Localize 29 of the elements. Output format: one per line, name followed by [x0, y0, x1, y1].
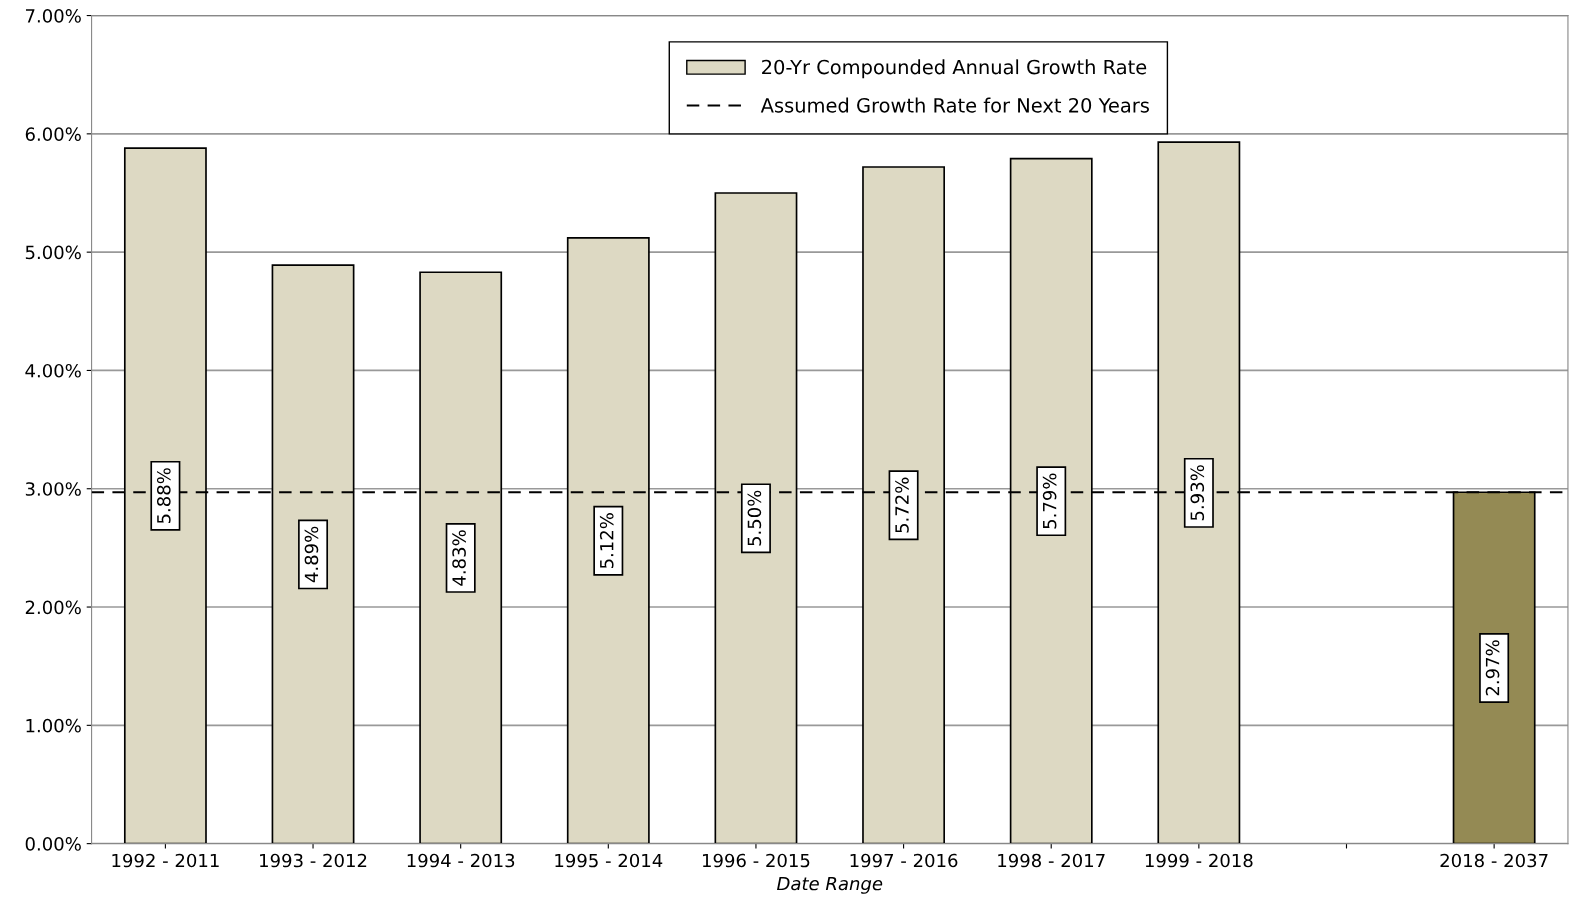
data-label: 2.97% [1485, 640, 1500, 696]
data-label: 5.79% [1042, 473, 1057, 529]
x-tick-label: 1995 - 2014 [555, 853, 663, 868]
y-tick-label: 5.00% [25, 245, 81, 260]
data-label: 5.88% [156, 468, 171, 524]
y-tick-label: 1.00% [26, 718, 81, 733]
y-tick-label: 3.00% [25, 482, 81, 496]
x-tick-label: 1993 - 2012 [260, 853, 367, 868]
data-label: 5.50% [747, 490, 762, 546]
y-tick-label: 4.00% [25, 363, 81, 378]
data-label: 4.83% [452, 530, 466, 586]
x-tick-label: 2018 - 2037 [1440, 853, 1548, 868]
data-label: 5.12% [599, 513, 614, 569]
x-tick-label: 1999 - 2018 [1145, 853, 1253, 868]
x-tick-label: 1996 - 2015 [702, 853, 810, 868]
y-tick-label: 0.00% [25, 837, 81, 851]
data-label: 4.89% [304, 526, 319, 583]
data-label: 5.93% [1190, 465, 1205, 521]
x-tick-label: 1992 - 2011 [112, 853, 219, 868]
x-tick-label: 1998 - 2017 [998, 853, 1105, 868]
legend-label: Assumed Growth Rate for Next 20 Years [760, 97, 1149, 113]
data-label: 5.72% [895, 477, 909, 533]
y-tick-label: 7.00% [25, 9, 81, 23]
x-tick-label: 1997 - 2016 [850, 853, 958, 868]
x-axis-title: Date Range [776, 876, 883, 894]
y-tick-label: 2.00% [25, 600, 81, 615]
legend-label: 20-Yr Compounded Annual Growth Rate [762, 59, 1147, 79]
x-tick-label: 1994 - 2013 [407, 853, 515, 868]
y-tick-label: 6.00% [25, 127, 81, 141]
